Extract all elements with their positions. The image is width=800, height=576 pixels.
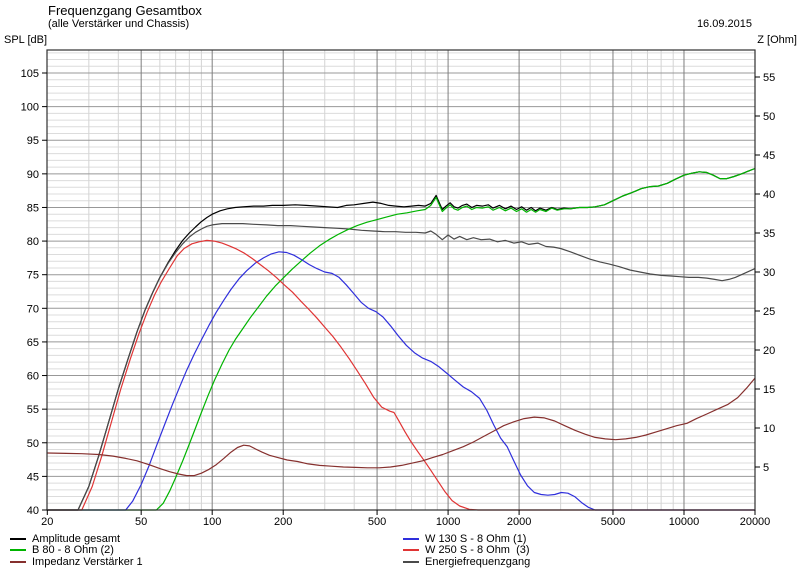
freq-tick-label: 10000 bbox=[669, 516, 700, 528]
spl-tick-label: 90 bbox=[27, 169, 39, 181]
legend-item-impedanz: Impedanz Verstärker 1 bbox=[10, 556, 143, 568]
date-label: 16.09.2015 bbox=[696, 18, 752, 30]
freq-tick-label: 50 bbox=[135, 516, 147, 528]
curve-w130 bbox=[47, 251, 755, 511]
legend-label-w250: W 250 S - 8 Ohm (3) bbox=[425, 544, 530, 557]
freq-tick-label: 2000 bbox=[507, 516, 531, 528]
plot-background bbox=[47, 50, 755, 510]
legend-swatch-impedanz bbox=[10, 560, 26, 563]
spl-tick-label: 70 bbox=[27, 303, 39, 315]
legend-swatch-w130 bbox=[403, 537, 419, 540]
legend-label-w130: W 130 S - 8 Ohm (1) bbox=[425, 532, 527, 545]
z-tick-label: 50 bbox=[763, 111, 775, 123]
freq-tick-label: 1000 bbox=[436, 516, 460, 528]
freq-tick-label: 200 bbox=[274, 516, 292, 528]
legend-item-amplitude: Amplitude gesamt bbox=[10, 533, 143, 545]
legend-label-energie: Energiefrequenzgang bbox=[425, 555, 531, 568]
z-tick-label: 45 bbox=[763, 150, 775, 162]
z-axis-label: Z [Ohm] bbox=[757, 34, 797, 46]
legend-item-w130: W 130 S - 8 Ohm (1) bbox=[403, 533, 530, 545]
legend-item-w250: W 250 S - 8 Ohm (3) bbox=[403, 544, 530, 557]
spl-tick-label: 55 bbox=[27, 404, 39, 416]
spl-tick-label: 45 bbox=[27, 471, 39, 483]
curve-b80 bbox=[47, 167, 756, 511]
spl-tick-label: 100 bbox=[21, 102, 39, 114]
legend-swatch-w250 bbox=[403, 549, 419, 552]
legend-swatch-b80 bbox=[10, 549, 26, 552]
legend-swatch-energie bbox=[403, 560, 419, 563]
curve-w250 bbox=[47, 239, 755, 511]
spl-tick-label: 105 bbox=[21, 68, 39, 80]
legend-label-amplitude: Amplitude gesamt bbox=[32, 532, 121, 545]
freq-tick-label: 20000 bbox=[740, 516, 771, 528]
freq-tick-label: 5000 bbox=[601, 516, 625, 528]
freq-tick-label: 500 bbox=[368, 516, 386, 528]
spl-tick-label: 40 bbox=[27, 505, 39, 517]
legend-item-energie: Energiefrequenzgang bbox=[403, 556, 530, 568]
spl-tick-label: 85 bbox=[27, 202, 39, 214]
legend-label-impedanz: Impedanz Verstärker 1 bbox=[32, 555, 143, 568]
page-title: Frequenzgang Gesamtbox bbox=[48, 3, 202, 18]
legend-swatch-amplitude bbox=[10, 537, 26, 540]
spl-tick-label: 50 bbox=[27, 438, 39, 450]
legend-column-right: W 130 S - 8 Ohm (1) W 250 S - 8 Ohm (3) … bbox=[403, 533, 530, 568]
z-tick-label: 15 bbox=[763, 384, 775, 396]
spl-tick-label: 80 bbox=[27, 236, 39, 248]
plot-border bbox=[46, 49, 756, 511]
spl-tick-label: 75 bbox=[27, 270, 39, 282]
spl-tick-label: 95 bbox=[27, 135, 39, 147]
z-tick-label: 5 bbox=[763, 462, 769, 474]
z-tick-label: 10 bbox=[763, 423, 775, 435]
spl-tick-label: 65 bbox=[27, 337, 39, 349]
spl-axis-label: SPL [dB] bbox=[4, 34, 48, 46]
curve-impedanz bbox=[47, 377, 756, 477]
page-subtitle: (alle Verstärker und Chassis) bbox=[48, 18, 190, 30]
legend-column-left: Amplitude gesamt B 80 - 8 Ohm (2) Impeda… bbox=[10, 533, 143, 568]
z-tick-label: 25 bbox=[763, 306, 775, 318]
legend-item-b80: B 80 - 8 Ohm (2) bbox=[10, 544, 143, 557]
legend-label-b80: B 80 - 8 Ohm (2) bbox=[32, 544, 114, 557]
z-tick-label: 20 bbox=[763, 345, 775, 357]
z-tick-label: 40 bbox=[763, 189, 775, 201]
freq-tick-label: 20 bbox=[41, 516, 53, 528]
z-tick-label: 55 bbox=[763, 72, 775, 84]
frequency-response-plot: 40 45 50 55 60 65 70 75 80 85 90 95 100 105 5 10 15 20 25 3… bbox=[21, 49, 775, 528]
spl-tick-label: 60 bbox=[27, 371, 39, 383]
z-tick-label: 35 bbox=[763, 228, 775, 240]
freq-tick-label: 100 bbox=[203, 516, 221, 528]
curve-energie bbox=[47, 223, 756, 511]
z-tick-label: 30 bbox=[763, 267, 775, 279]
